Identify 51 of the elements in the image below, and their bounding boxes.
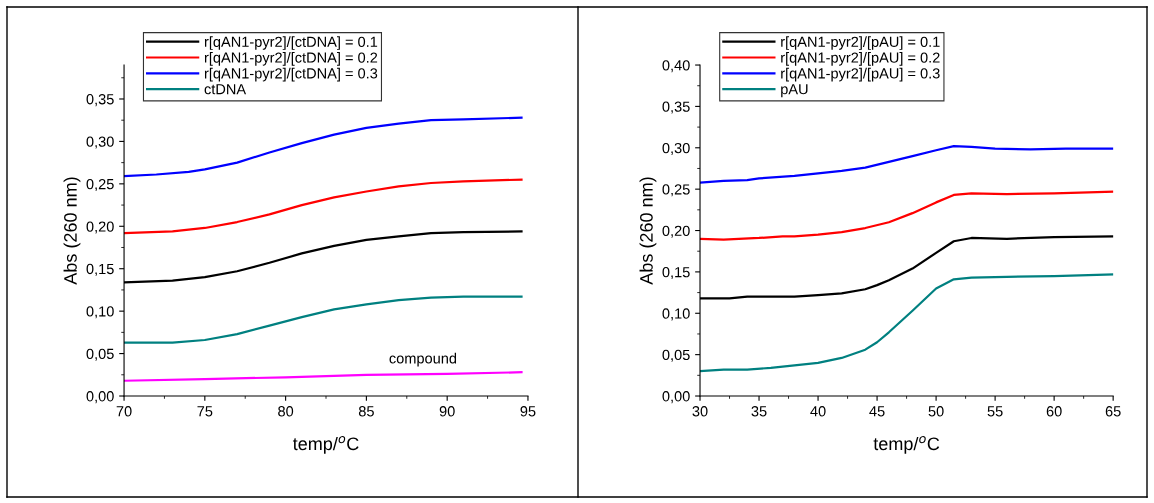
x-tick-label: 55 — [987, 406, 1003, 417]
x-tick-label: 95 — [520, 406, 536, 417]
line-series — [700, 273, 1114, 373]
legend-label: r[qAN1-pyr2]/[ctDNA] = 0.1 — [204, 36, 378, 50]
legend-label: r[qAN1-pyr2]/[pAU] = 0.3 — [781, 67, 940, 82]
y-tick-label: 0,35 — [86, 94, 114, 107]
y-tick-label: 0,35 — [662, 101, 690, 114]
line-series — [124, 178, 523, 235]
y-axis-title: Abs (260 nm) — [639, 177, 657, 285]
y-tick-label: 0,25 — [662, 184, 690, 197]
x-tick-label: 30 — [692, 406, 708, 417]
x-tick-label: 65 — [1105, 406, 1121, 417]
x-tick-label: 50 — [928, 406, 944, 417]
y-tick-label: 0,05 — [662, 349, 690, 362]
y-tick-label: 0,00 — [662, 391, 690, 404]
y-tick-label: 0,10 — [662, 308, 690, 321]
y-tick-label: 0,15 — [662, 267, 690, 280]
x-axis-title: temp/$^{o}$C — [292, 436, 359, 454]
x-axis-title: temp/$^{o}$C — [873, 436, 940, 454]
y-tick-label: 0,25 — [86, 178, 114, 191]
y-tick-label: 0,10 — [86, 306, 114, 319]
y-tick-label: 0,20 — [662, 225, 690, 238]
x-tick-label: 70 — [116, 406, 132, 417]
x-tick-label: 90 — [439, 406, 455, 417]
x-tick-label: 60 — [1046, 406, 1062, 417]
x-tick-label: 35 — [751, 406, 767, 417]
legend-label: r[qAN1-pyr2]/[ctDNA] = 0.3 — [204, 67, 378, 82]
legend-label: pAU — [781, 84, 808, 98]
line-series — [124, 116, 523, 178]
y-tick-label: 0,15 — [86, 263, 114, 276]
x-tick-label: 75 — [197, 406, 213, 417]
y-tick-label: 0,30 — [662, 142, 690, 155]
legend-label: r[qAN1-pyr2]/[pAU] = 0.2 — [781, 52, 940, 66]
line-series — [700, 145, 1114, 184]
legend-label: r[qAN1-pyr2]/[pAU] = 0.1 — [781, 36, 940, 50]
line-series — [124, 295, 523, 344]
x-tick-label: 80 — [278, 406, 294, 417]
y-tick-label: 0,20 — [86, 221, 114, 234]
x-tick-label: 45 — [869, 406, 885, 417]
x-tick-label: 40 — [810, 406, 826, 417]
x-tick-label: 85 — [358, 406, 374, 417]
y-tick-label: 0,40 — [662, 60, 690, 73]
line-series — [700, 190, 1114, 241]
line-series — [124, 371, 523, 382]
legend-label: ctDNA — [204, 84, 247, 95]
y-axis-title: Abs (260 nm) — [63, 177, 81, 285]
y-tick-label: 0,00 — [86, 391, 114, 404]
annotation: compound — [389, 352, 457, 367]
y-tick-label: 0,05 — [86, 348, 114, 361]
legend-label: r[qAN1-pyr2]/[ctDNA] = 0.2 — [204, 52, 378, 66]
y-tick-label: 0,30 — [86, 136, 114, 149]
